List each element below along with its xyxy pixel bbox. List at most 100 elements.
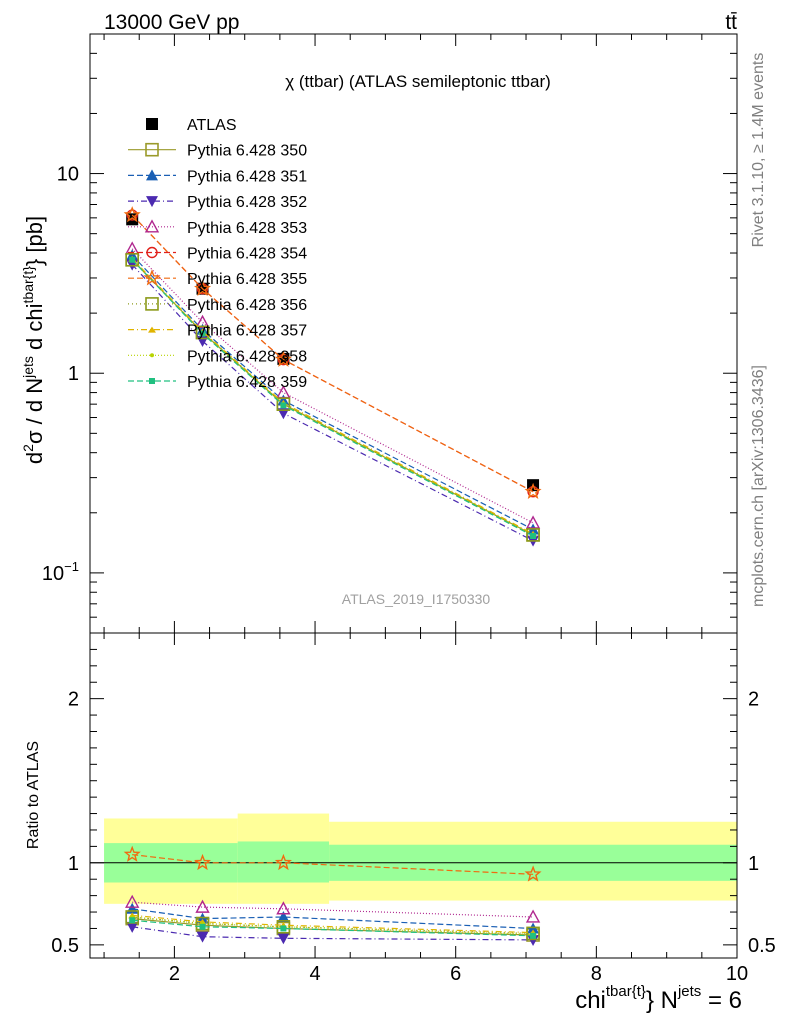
watermark: ATLAS_2019_I1750330 <box>342 591 491 607</box>
ratio-line-7 <box>132 916 534 935</box>
x-tick-label-4: 10 <box>726 963 748 985</box>
ratio-series-4 <box>123 845 542 882</box>
legend-label-6: Pythia 6.428 355 <box>187 271 307 288</box>
ratio-y-label-l-2: 2 <box>68 689 79 711</box>
legend-marker-3 <box>146 196 158 208</box>
y-tick-base-0: 10 <box>42 563 64 585</box>
series-6 <box>123 206 542 500</box>
legend-item-1: Pythia 6.428 350 <box>128 143 307 160</box>
ratio-marks <box>123 845 542 946</box>
ratio-point-4-0 <box>123 845 141 862</box>
header-left: 13000 GeV pp <box>104 11 239 34</box>
ratio-point-8-2 <box>280 925 287 932</box>
point-10-0 <box>129 256 136 263</box>
band-inner-1 <box>237 841 330 883</box>
x-tick-label-3: 8 <box>591 963 602 985</box>
main-marks <box>123 206 542 547</box>
legend-marker-2 <box>146 169 158 181</box>
legend: ATLAS Pythia 6.428 350 Pythia 6.428 351 Pyt… <box>128 117 307 391</box>
ratio-point-2-0 <box>126 921 139 933</box>
ylabel-part-4: d chi <box>22 303 47 356</box>
ratio-line-4 <box>132 854 534 875</box>
point-10-1 <box>199 330 206 337</box>
legend-label-4: Pythia 6.428 353 <box>187 220 307 237</box>
ratio-point-3-3 <box>525 909 541 923</box>
ratio-point-8-1 <box>199 923 206 930</box>
point-6-2 <box>274 350 293 367</box>
legend-item-7: Pythia 6.428 356 <box>128 297 307 314</box>
legend-label-1: Pythia 6.428 350 <box>187 143 307 160</box>
series-line-3 <box>131 264 534 542</box>
point-7-0 <box>125 252 139 267</box>
ratio-line-8 <box>132 919 534 937</box>
legend-label-3: Pythia 6.428 352 <box>187 194 307 211</box>
ratio-point-3-0 <box>125 894 140 908</box>
y-tick-label-0: 10−1 <box>42 559 79 585</box>
legend-label-5: Pythia 6.428 354 <box>187 246 307 263</box>
ratio-bands <box>90 813 737 904</box>
legend-item-5: Pythia 6.428 354 <box>128 246 307 263</box>
series-2 <box>126 249 540 535</box>
y-tick-label-1: 1 <box>68 363 79 385</box>
ratio-point-5-2 <box>276 920 291 934</box>
point-6-0 <box>123 206 141 223</box>
point-10-2 <box>280 402 287 409</box>
legend-item-10: Pythia 6.428 359 <box>128 374 307 391</box>
legend-marker-6 <box>143 269 161 286</box>
x-tick-label-1: 4 <box>309 963 320 985</box>
point-3-2 <box>277 408 290 420</box>
ratio-y-label-r-0: 0.5 <box>748 935 776 957</box>
point-6-3 <box>524 482 542 500</box>
ratio-series-8 <box>129 917 537 939</box>
mcplots-label: mcplots.cern.ch [arXiv:1306.3436] <box>750 365 767 607</box>
x-tick-label-2: 6 <box>450 963 461 985</box>
ratio-point-3-1 <box>195 899 210 913</box>
ratio-line-0 <box>132 918 534 936</box>
legend-marker-7 <box>145 297 159 311</box>
ratio-point-2-2 <box>277 933 290 945</box>
legend-item-9: Pythia 6.428 358 <box>128 348 307 365</box>
point-10-3 <box>530 533 537 540</box>
ratio-ylabel: Ratio to ATLAS <box>25 741 42 849</box>
legend-label-10: Pythia 6.428 359 <box>187 374 307 391</box>
xlabel-part-2: } N <box>646 987 678 1014</box>
ylabel-part-6: } [pb] <box>22 216 47 266</box>
header-right: tt̄ <box>725 11 737 34</box>
point-7-1 <box>195 325 210 340</box>
ylabel-part-5: tbar{t} <box>20 266 36 304</box>
series-10 <box>129 256 537 540</box>
legend-marker-9 <box>150 353 154 358</box>
ratio-line-1 <box>132 908 534 930</box>
legend-marker-0 <box>146 118 158 130</box>
ratio-line-6 <box>132 914 534 934</box>
legend-marker-10 <box>149 378 155 384</box>
legend-item-8: Pythia 6.428 357 <box>128 323 307 340</box>
xlabel-part-4: = 6 <box>701 987 742 1014</box>
x-tick-label-0: 2 <box>169 963 180 985</box>
ratio-panel: 0.5 0.5 1 1 2 2 2 4 6 8 10 Ratio to ATLAS chitbar{… <box>25 632 776 1014</box>
point-7-2 <box>276 397 291 411</box>
legend-label-8: Pythia 6.428 357 <box>187 323 307 340</box>
legend-label-2: Pythia 6.428 351 <box>187 168 307 185</box>
ratio-y-label-r-2: 2 <box>748 689 759 711</box>
xlabel-part-1: tbar{t} <box>606 983 646 1000</box>
legend-marker-1 <box>145 142 159 157</box>
ratio-series-2 <box>126 921 540 946</box>
ratio-y-label-l-1: 1 <box>68 853 79 875</box>
point-6-1 <box>194 279 212 297</box>
y-tick-exp-0: −1 <box>64 559 79 574</box>
series-line-2 <box>131 254 534 531</box>
rivet-label: Rivet 3.1.10, ≥ 1.4M events <box>750 53 767 248</box>
ratio-point-4-1 <box>194 853 212 871</box>
ratio-point-4-2 <box>274 853 293 871</box>
series-7 <box>125 252 540 542</box>
y-tick-label-2: 10 <box>57 164 79 186</box>
ylabel-part-2: σ / d N <box>22 378 47 444</box>
series-line-10 <box>131 259 534 537</box>
main-ylabel: d2σ / d Njets d chitbar{t}} [pb] <box>20 216 47 464</box>
legend-item-6: Pythia 6.428 355 <box>128 269 307 288</box>
point-7-3 <box>526 528 540 542</box>
xlabel-part-3: jets <box>677 983 701 1000</box>
ratio-point-1-2 <box>277 910 290 922</box>
